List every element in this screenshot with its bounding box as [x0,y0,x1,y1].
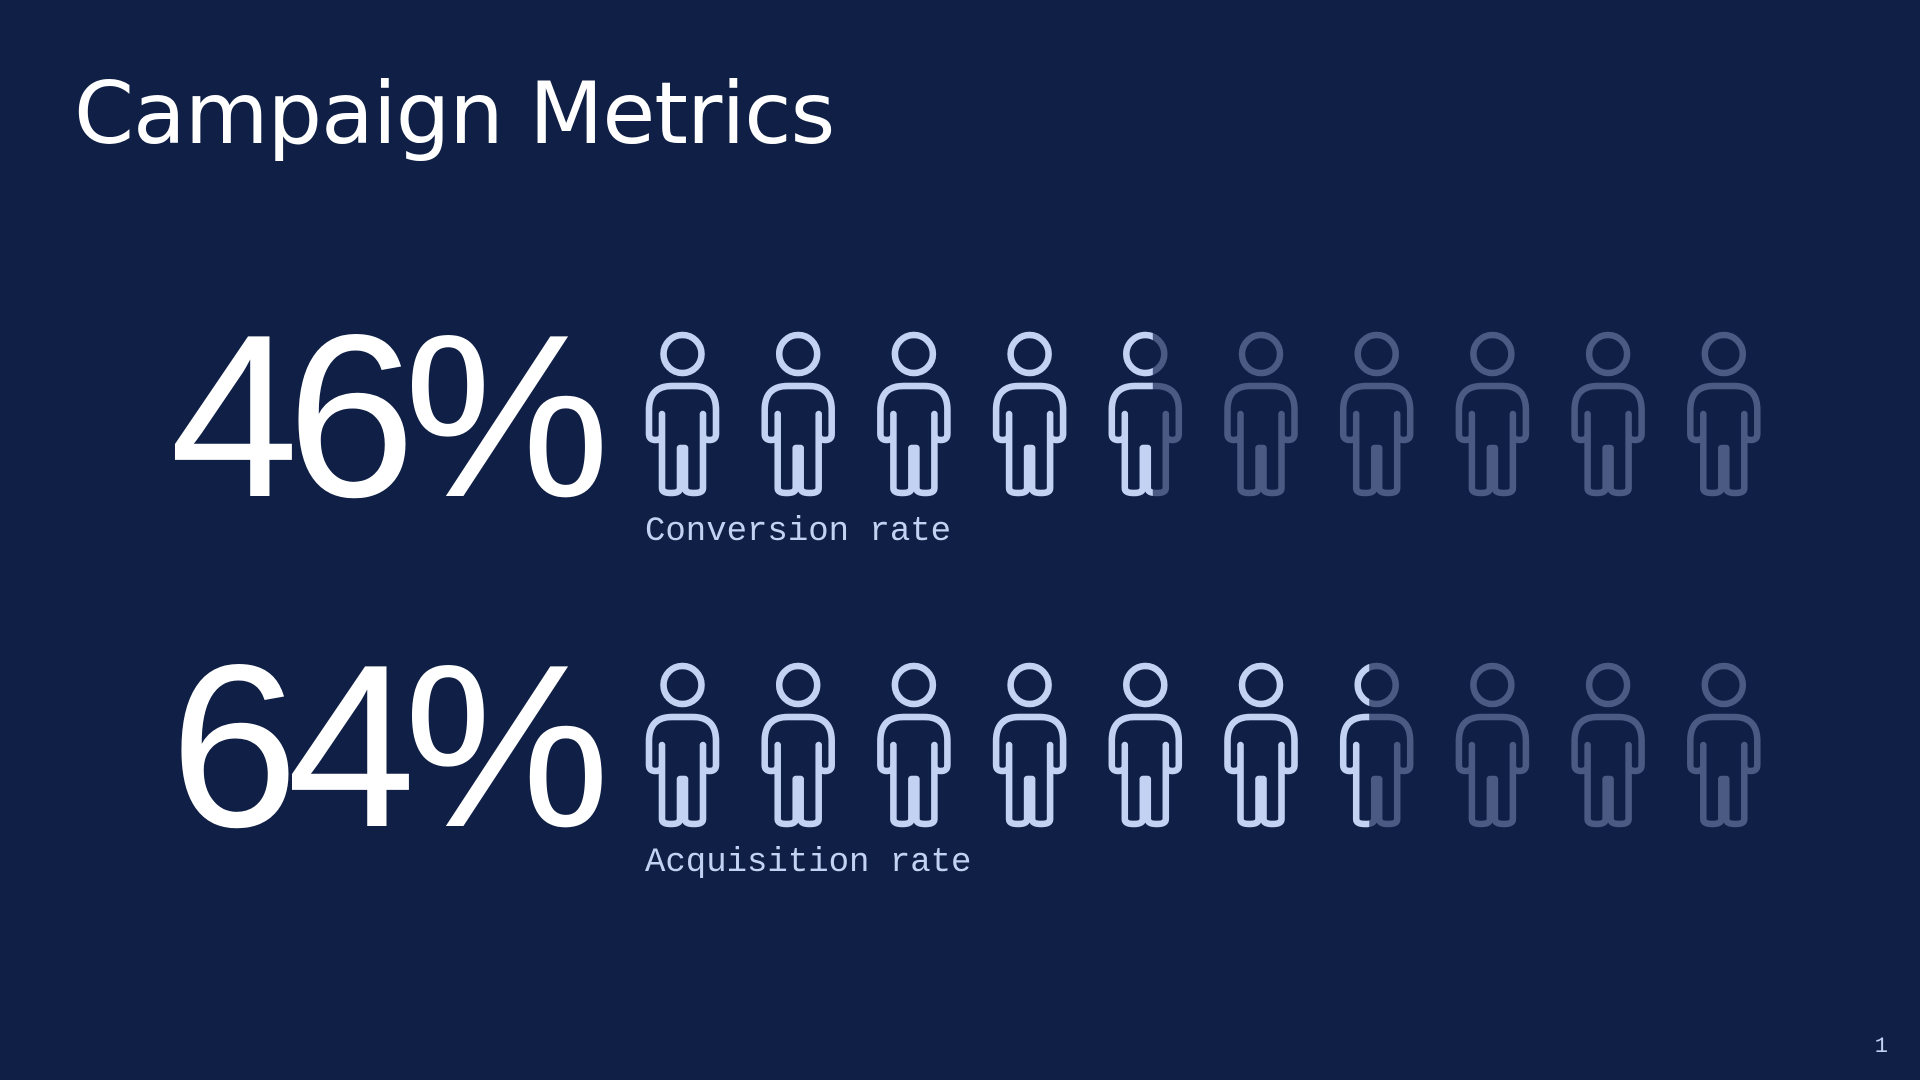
page-number: 1 [1875,1034,1888,1059]
metric-value: 46% [170,287,603,546]
slide-title: Campaign Metrics [74,64,834,164]
metric-value: 64% [170,617,603,876]
metric-label: Acquisition rate [645,844,971,882]
metric-label: Conversion rate [645,513,951,551]
